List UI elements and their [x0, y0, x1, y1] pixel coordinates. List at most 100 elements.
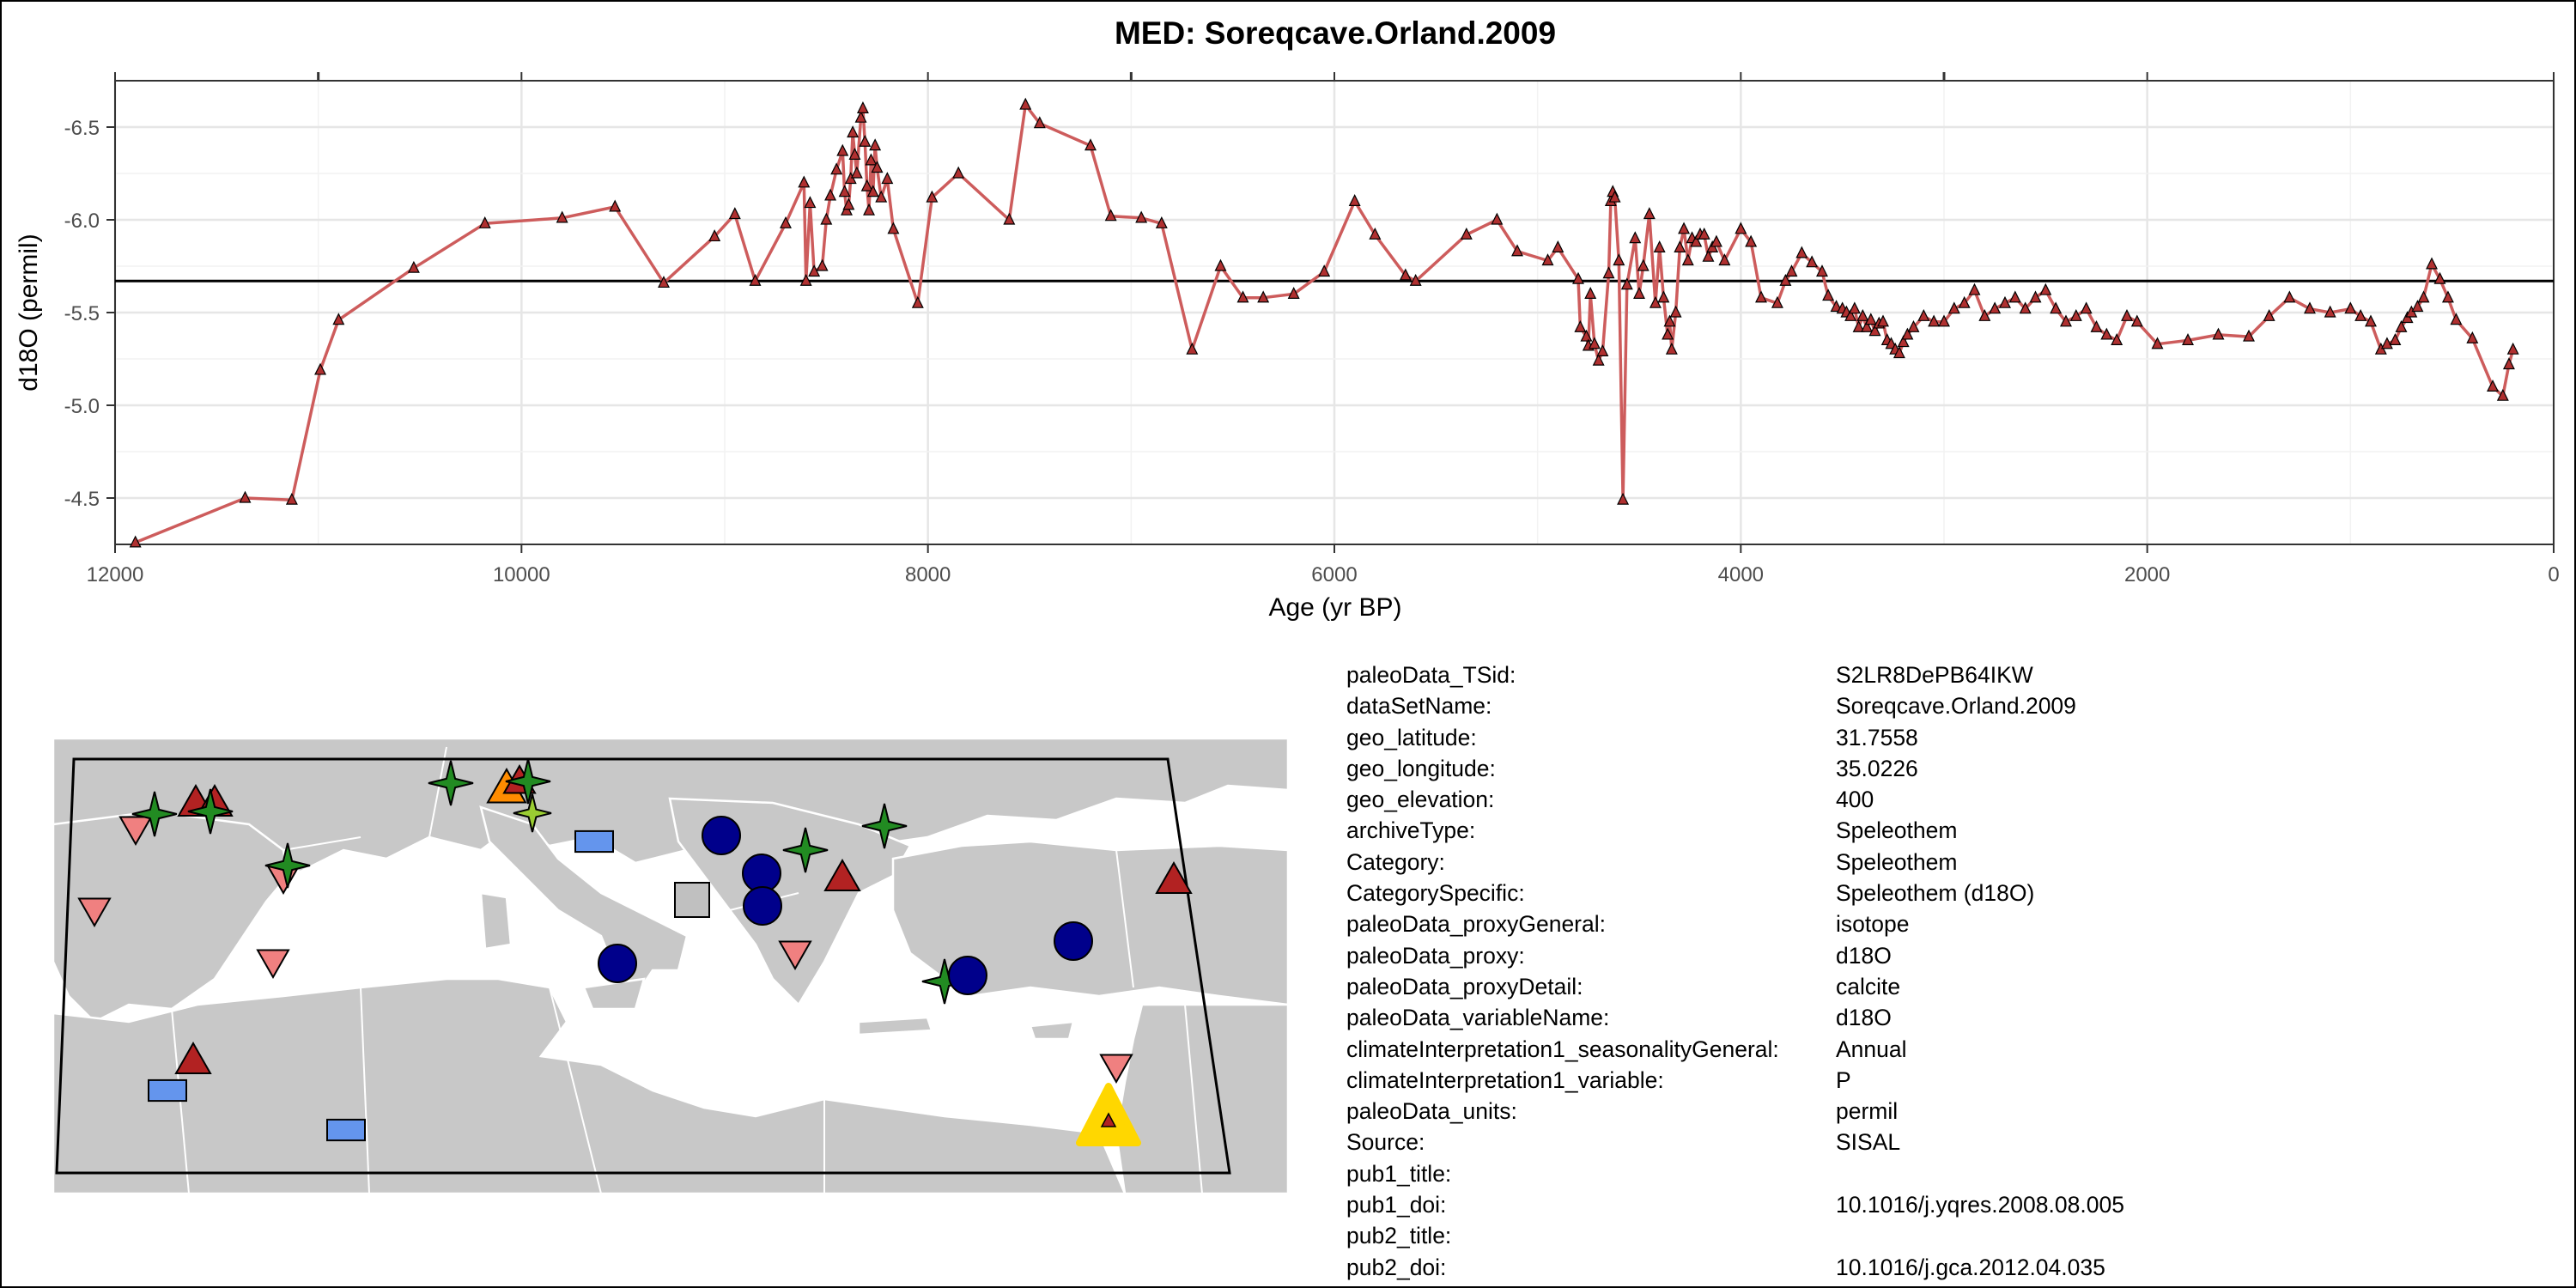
data-point: [1186, 342, 1199, 355]
data-point: [2450, 313, 2463, 325]
data-point: [1602, 266, 1615, 279]
data-point: [2354, 308, 2367, 321]
site-marker: [428, 760, 474, 806]
data-point: [708, 229, 721, 242]
data-point: [1678, 222, 1691, 234]
y-tick-label: -6.5: [64, 117, 100, 140]
data-point: [1657, 290, 1670, 303]
data-point: [749, 273, 762, 286]
data-point: [816, 258, 829, 271]
land-sardinia: [479, 891, 513, 951]
data-point: [2151, 337, 2164, 349]
data-point: [848, 148, 861, 160]
metadata-row: pub1_doi: 10.1016/j.yqres.2008.08.005: [1346, 1189, 2124, 1220]
series-d18o: [129, 97, 2519, 548]
y-tick-label: -4.5: [64, 488, 100, 511]
data-point: [1257, 290, 1270, 303]
data-point: [854, 110, 867, 123]
data-point: [824, 188, 837, 201]
land-north-africa: [53, 977, 1127, 1194]
metadata-row: dataSetName: Soreqcave.Orland.2009: [1346, 690, 2124, 721]
metadata-row: paleoData_variableName: d18O: [1346, 1002, 2124, 1033]
metadata-key: pub1_doi:: [1346, 1192, 1447, 1218]
metadata-value: isotope: [1836, 911, 1910, 938]
data-point: [556, 210, 568, 223]
y-axis-label: d18O (permil): [15, 234, 43, 391]
data-point: [830, 162, 843, 175]
site-marker: [948, 956, 987, 995]
land-iberia: [53, 810, 289, 1024]
data-point: [875, 190, 888, 203]
data-point: [842, 197, 855, 210]
data-point: [2263, 308, 2275, 321]
metadata-value: permil: [1836, 1098, 1899, 1125]
data-point: [1848, 301, 1861, 314]
data-point: [1643, 207, 1656, 220]
data-point: [2466, 331, 2479, 343]
land-levant: [1115, 1003, 1288, 1194]
data-point: [1460, 227, 1473, 240]
site-marker: [174, 1041, 212, 1074]
data-point: [881, 172, 894, 185]
site-marker: [574, 829, 614, 854]
y-tick-label: -6.0: [64, 210, 100, 233]
data-point: [1917, 308, 1930, 321]
data-point: [1572, 271, 1584, 284]
data-point: [2389, 333, 2402, 345]
data-point: [1710, 234, 1722, 247]
data-point: [2487, 380, 2499, 392]
site-marker: [1155, 860, 1193, 894]
data-point: [1702, 249, 1715, 262]
data-point: [332, 313, 345, 325]
site-marker: [823, 858, 861, 891]
borders: [171, 746, 1203, 1194]
data-point: [1409, 273, 1422, 286]
metadata-key: geo_latitude:: [1346, 724, 1477, 750]
data-point: [2344, 301, 2357, 314]
highlighted-site-inner: [1100, 1112, 1117, 1127]
x-tick-label: 12000: [87, 563, 144, 586]
data-point: [285, 492, 298, 505]
data-point: [1663, 314, 1676, 327]
data-point: [1633, 287, 1645, 299]
data-point: [1348, 194, 1361, 206]
x-tick-label: 0: [2548, 563, 2559, 586]
grid-lines: [113, 81, 2555, 544]
data-point: [1019, 97, 1032, 110]
data-point: [1617, 492, 1630, 505]
metadata-row: paleoData_units: permil: [1346, 1096, 2124, 1127]
data-point: [2121, 308, 2133, 321]
data-point: [804, 196, 817, 209]
data-point: [1236, 290, 1249, 303]
data-point: [2304, 301, 2316, 314]
data-point: [2441, 290, 2454, 303]
metadata-value: 10.1016/j.gca.2012.04.035: [1836, 1254, 2105, 1280]
site-marker: [77, 897, 112, 928]
metadata-key: paleoData_proxyGeneral:: [1346, 911, 1606, 938]
data-point: [836, 143, 849, 156]
data-point: [1584, 287, 1597, 299]
y-tick-label: -5.5: [64, 302, 100, 325]
data-point: [2324, 305, 2336, 318]
data-point: [1844, 308, 1857, 321]
metadata-value: SISAL: [1836, 1129, 1901, 1156]
metadata-key: CategorySpecific:: [1346, 880, 1525, 907]
data-point: [728, 207, 741, 220]
site-marker: [118, 816, 153, 847]
data-point: [1938, 314, 1950, 327]
data-point: [2029, 290, 2042, 303]
metadata-row: CategorySpecific: Speleothem (d18O): [1346, 878, 2124, 908]
data-point: [2111, 333, 2123, 345]
data-point: [1856, 308, 1869, 321]
metadata-key: geo_elevation:: [1346, 787, 1495, 813]
data-point: [1755, 290, 1767, 303]
metadata-row: geo_latitude: 31.7558: [1346, 722, 2124, 753]
data-point: [1779, 273, 1792, 286]
data-point: [1318, 264, 1331, 277]
metadata-row: paleoData_proxyDetail: calcite: [1346, 971, 2124, 1002]
metadata-row: paleoData_proxy: d18O: [1346, 940, 2124, 971]
data-point: [2365, 314, 2377, 327]
data-point: [1999, 295, 2011, 308]
data-point: [911, 295, 924, 308]
